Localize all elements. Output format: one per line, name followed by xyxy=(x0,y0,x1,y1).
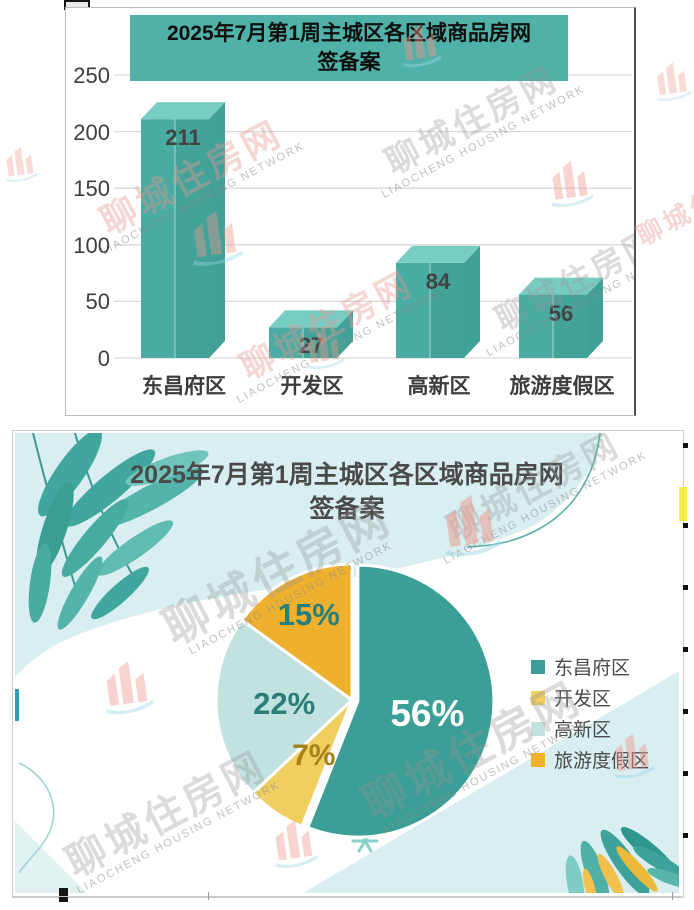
decorative-background xyxy=(15,433,679,893)
housing-network-logo-watermark xyxy=(656,62,693,102)
legend-swatch xyxy=(531,690,545,705)
selection-handle[interactable] xyxy=(683,443,688,448)
bar-chart-title-line2: 签备案 xyxy=(317,51,381,74)
legend-swatch xyxy=(531,721,545,736)
legend-swatch xyxy=(531,752,545,767)
divider-tick xyxy=(208,892,209,900)
pie-chart-canvas: 2025年7月第1周主城区各区域商品房网 签备案 56% 7% 22% 15% … xyxy=(15,433,679,893)
pie-chart-image[interactable]: 2025年7月第1周主城区各区域商品房网 签备案 56% 7% 22% 15% … xyxy=(12,430,684,898)
divider-tick xyxy=(672,892,673,900)
bar-value-label: 84 xyxy=(425,268,451,294)
selection-handle[interactable] xyxy=(683,523,688,528)
housing-network-logo-watermark xyxy=(5,146,39,183)
palm-leaves-top-left xyxy=(28,433,209,630)
leaves-bottom-right xyxy=(565,827,679,893)
cursor-mark xyxy=(59,888,68,902)
bar-value-label: 211 xyxy=(165,125,201,151)
legend-item: 高新区 xyxy=(531,713,649,744)
pie-percentage-label: 7% xyxy=(292,739,336,773)
y-axis-tick: 150 xyxy=(73,176,110,201)
watermark-text: 聊城住房网 xyxy=(631,154,694,252)
legend-item: 开发区 xyxy=(531,682,649,713)
pie-plot: 56% 7% 22% 15% xyxy=(187,535,517,865)
bar-chart-plot xyxy=(114,74,632,359)
y-axis-tick: 100 xyxy=(73,233,110,258)
legend-item: 旅游度假区 xyxy=(531,744,649,775)
selection-handle[interactable] xyxy=(683,709,688,714)
legend-label: 旅游度假区 xyxy=(554,751,650,772)
yellow-highlight-strip xyxy=(679,487,687,521)
pie-percentage-label: 15% xyxy=(277,597,340,633)
pie-percentage-label: 56% xyxy=(390,693,465,735)
bar-chart-title-line1: 2025年7月第1周主城区各区域商品房网 xyxy=(166,22,532,45)
y-axis-tick: 200 xyxy=(73,120,110,145)
selection-handle[interactable] xyxy=(683,585,688,590)
y-axis-tick: 250 xyxy=(73,63,110,88)
legend-label: 高新区 xyxy=(554,720,612,741)
x-axis-category: 开发区 xyxy=(280,375,344,398)
bar-chart-image[interactable]: 2025年7月第1周主城区各区域商品房网 签备案 250 200 150 100… xyxy=(65,7,636,416)
bar-value-label: 27 xyxy=(298,333,324,359)
page-divider xyxy=(12,896,682,897)
x-axis-category: 旅游度假区 xyxy=(509,375,615,398)
pie-percentage-label: 22% xyxy=(253,686,316,722)
selection-handle[interactable] xyxy=(683,833,688,838)
pie-chart-title-line2: 签备案 xyxy=(309,495,385,523)
selection-handle[interactable] xyxy=(683,647,688,652)
x-axis-category: 东昌府区 xyxy=(142,375,226,398)
decorative-curve-line xyxy=(18,762,55,874)
legend-swatch xyxy=(531,659,545,674)
bar-value-label: 56 xyxy=(548,300,574,326)
legend-label: 开发区 xyxy=(554,689,612,710)
pie-legend: 东昌府区 开发区 高新区 旅游度假区 xyxy=(531,651,649,775)
legend-label: 东昌府区 xyxy=(554,658,631,679)
x-axis-category: 高新区 xyxy=(407,375,471,398)
legend-item: 东昌府区 xyxy=(531,651,649,682)
y-axis-tick: 0 xyxy=(97,346,110,371)
y-axis-tick: 50 xyxy=(85,289,110,314)
pie-chart-title-line1: 2025年7月第1周主城区各区域商品房网 xyxy=(130,461,564,489)
selection-handle[interactable] xyxy=(683,771,688,776)
bar-chart-title-banner: 2025年7月第1周主城区各区域商品房网 签备案 xyxy=(130,15,568,81)
